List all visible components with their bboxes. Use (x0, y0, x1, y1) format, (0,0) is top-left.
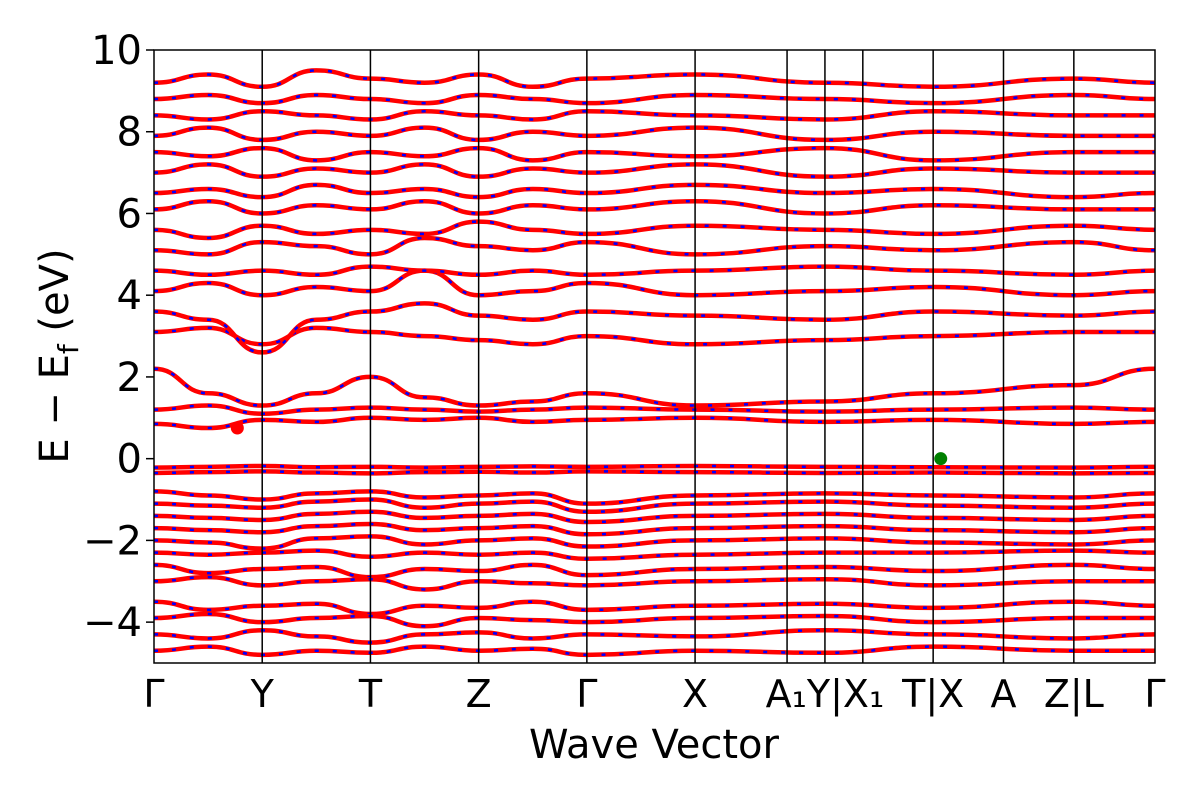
y-tick-label-4: 4 (117, 273, 142, 319)
band-line-down-26 (154, 146, 1155, 162)
x-tick-label-7: T|X (901, 672, 964, 717)
x-tick-label-0: Γ (143, 672, 164, 716)
y-tick-label-7: 10 (91, 28, 142, 74)
y-tick-label-5: 6 (117, 191, 142, 237)
band-line-down-22 (154, 220, 1155, 240)
x-tick-label-2: T (358, 672, 383, 716)
band-line-down-10 (154, 600, 1155, 616)
x-tick-label-8: A (990, 672, 1016, 716)
band-line-up-5 (154, 521, 1155, 537)
band-line-down-27 (154, 126, 1155, 142)
band-line-up-0 (154, 463, 1155, 470)
band-line-up-20 (154, 264, 1155, 278)
x-tick-label-6: A₁Y|X₁ (766, 672, 885, 717)
x-axis-ticks: Γ Y T Z Γ X A₁Y|X₁ T|X A Z|L Γ (143, 672, 1165, 717)
band-line-up-28 (154, 109, 1155, 122)
x-tick-label-4: Γ (576, 672, 597, 716)
band-line-down-9 (154, 575, 1155, 591)
x-tick-label-3: Z (466, 672, 492, 716)
band-line-down-2 (154, 490, 1155, 505)
band-line-up-25 (154, 162, 1155, 179)
x-axis-label: Wave Vector (529, 722, 780, 768)
x-tick-label-9: Z|L (1044, 672, 1104, 717)
band-line-up-29 (154, 92, 1155, 106)
band-line-up-27 (154, 125, 1155, 143)
y-tick-label-3: 2 (117, 355, 142, 401)
band-line-down-15 (154, 404, 1155, 415)
band-line-down-20 (154, 265, 1155, 277)
band-line-down-4 (154, 510, 1155, 524)
band-line-up-23 (154, 198, 1155, 216)
band-line-down-11 (154, 612, 1155, 628)
band-line-down-17 (154, 326, 1155, 346)
y-tick-label-2: 0 (117, 437, 142, 483)
plot-frame (153, 49, 1156, 664)
band-line-down-21 (154, 236, 1155, 256)
band-line-down-16 (154, 367, 1155, 407)
bands-layer (154, 68, 1155, 658)
y-tick-label-6: 8 (117, 110, 142, 156)
y-axis-ticks: −4 −2 0 2 4 6 8 10 (83, 28, 154, 646)
band-line-up-21 (154, 235, 1155, 257)
band-line-up-4 (154, 509, 1155, 525)
x-tick-label-5: X (682, 672, 708, 716)
band-line-up-18 (154, 301, 1155, 355)
band-line-down-19 (154, 269, 1155, 297)
kpoint-divider-lines (261, 50, 1075, 663)
x-tick-label-10: Γ (1144, 672, 1165, 716)
extremum-marker-1 (934, 452, 948, 466)
band-line-up-13 (154, 644, 1155, 658)
band-line-up-1 (154, 469, 1155, 476)
band-line-down-5 (154, 522, 1155, 536)
band-line-down-30 (154, 69, 1155, 89)
y-axis-label: E − Ef (eV) (32, 248, 85, 463)
y-tick-label-0: −4 (83, 600, 142, 646)
band-line-down-25 (154, 163, 1155, 178)
band-line-up-7 (154, 548, 1155, 562)
band-line-up-17 (154, 325, 1155, 347)
band-line-down-3 (154, 498, 1155, 514)
band-line-up-14 (154, 415, 1155, 431)
band-line-up-15 (154, 403, 1155, 416)
band-line-up-6 (154, 534, 1155, 551)
x-tick-label-1: Y (250, 672, 275, 716)
markers-layer (230, 421, 948, 466)
band-line-up-8 (154, 562, 1155, 580)
y-axis-label-main: E − E (32, 354, 78, 464)
band-line-up-12 (154, 628, 1155, 645)
y-axis-label-sub: f (52, 343, 85, 354)
band-line-up-22 (154, 219, 1155, 241)
band-line-up-24 (154, 182, 1155, 200)
band-line-up-16 (154, 366, 1155, 408)
band-line-up-30 (154, 68, 1155, 90)
y-axis-label-unit: (eV) (32, 248, 78, 344)
band-line-down-23 (154, 199, 1155, 215)
y-tick-label-1: −2 (83, 518, 142, 564)
band-line-up-26 (154, 145, 1155, 163)
band-line-down-14 (154, 416, 1155, 430)
extremum-marker-0 (230, 421, 244, 435)
band-line-down-13 (154, 645, 1155, 657)
